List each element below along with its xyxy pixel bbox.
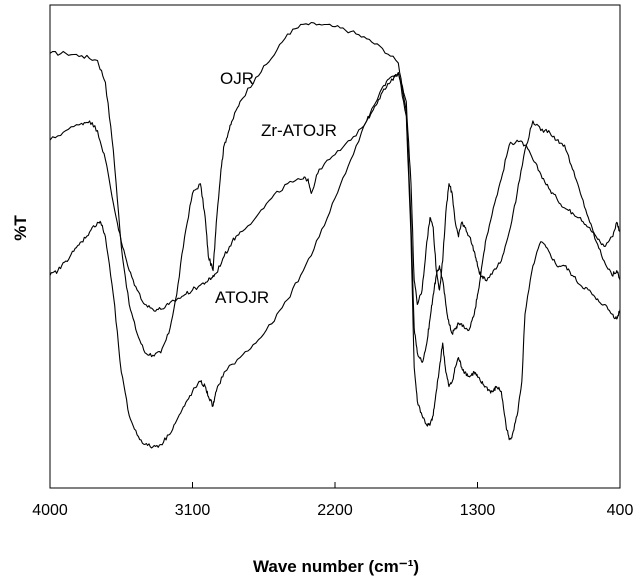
annotation-atojr: ATOJR — [215, 288, 269, 307]
series-line-atojr — [49, 72, 621, 449]
series-line-zr-atojr — [49, 72, 621, 312]
y-axis-title: %T — [11, 215, 30, 241]
annotation-ojr: OJR — [220, 69, 254, 88]
spectrum-series — [49, 21, 621, 449]
x-axis-title: Wave number (cm⁻¹) — [253, 557, 419, 576]
x-tick-label: 2200 — [317, 502, 353, 519]
series-line-ojr — [49, 21, 621, 363]
x-tick-label: 4000 — [32, 502, 68, 519]
x-axis-tick-labels: 4000 3100 2200 1300 400 — [32, 502, 633, 519]
x-tick-label: 3100 — [175, 502, 211, 519]
annotation-zr-atojr: Zr-ATOJR — [261, 121, 337, 140]
x-tick-label: 400 — [607, 502, 634, 519]
x-tick-label: 1300 — [460, 502, 496, 519]
x-axis-ticks — [49, 482, 621, 488]
plot-area-frame — [49, 4, 621, 489]
